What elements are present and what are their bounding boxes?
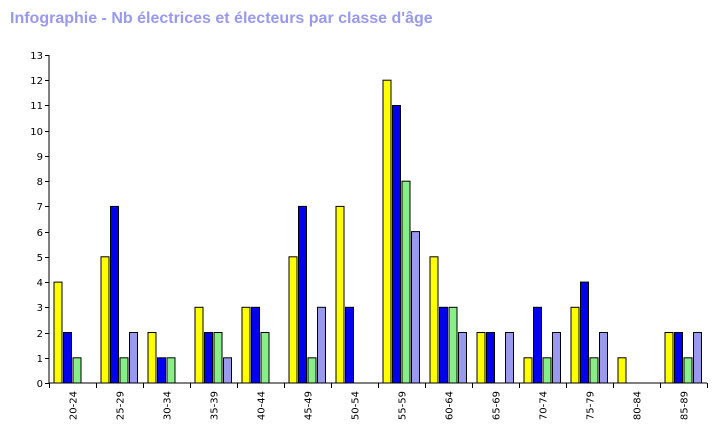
bar bbox=[100, 256, 110, 384]
bar bbox=[617, 357, 627, 384]
bar bbox=[129, 332, 138, 384]
y-tick-label: 1 bbox=[37, 354, 43, 365]
bar bbox=[448, 306, 458, 384]
x-category-label: 75-79 bbox=[586, 391, 597, 420]
bar bbox=[599, 332, 608, 384]
bar bbox=[110, 205, 119, 384]
bar bbox=[288, 256, 298, 384]
y-tick-label: 13 bbox=[30, 51, 43, 62]
bar bbox=[570, 306, 580, 384]
bar bbox=[693, 332, 702, 384]
y-tick-label: 0 bbox=[37, 379, 43, 390]
bar bbox=[589, 357, 599, 384]
x-category-label: 20-24 bbox=[69, 391, 80, 420]
y-tick-label: 11 bbox=[30, 101, 43, 112]
x-category-label: 60-64 bbox=[445, 391, 456, 420]
bar bbox=[119, 357, 129, 384]
chart-title: Infographie - Nb électrices et électeurs… bbox=[10, 10, 433, 27]
bar bbox=[298, 205, 307, 384]
bar bbox=[683, 357, 693, 384]
y-tick-label: 9 bbox=[37, 152, 43, 163]
x-category-label: 30-34 bbox=[163, 391, 174, 420]
bar bbox=[523, 357, 533, 384]
bar bbox=[664, 332, 674, 384]
bar bbox=[147, 332, 157, 384]
x-category-label: 55-59 bbox=[398, 391, 409, 420]
bar bbox=[401, 180, 411, 384]
x-category-label: 80-84 bbox=[633, 391, 644, 420]
bar bbox=[317, 306, 326, 384]
bar bbox=[53, 281, 63, 384]
bar bbox=[411, 231, 420, 384]
bar bbox=[204, 332, 213, 384]
bar bbox=[542, 357, 552, 384]
x-category-label: 85-89 bbox=[680, 391, 691, 420]
bar bbox=[194, 306, 204, 384]
y-tick-label: 2 bbox=[37, 329, 43, 340]
bar bbox=[157, 357, 166, 384]
x-category-label: 25-29 bbox=[116, 391, 127, 420]
y-tick-label: 8 bbox=[37, 177, 43, 188]
x-category-label: 65-69 bbox=[492, 391, 503, 420]
bar bbox=[241, 306, 251, 384]
bar bbox=[335, 205, 345, 384]
x-category-label: 45-49 bbox=[304, 391, 315, 420]
y-tick-label: 6 bbox=[37, 228, 43, 239]
bar bbox=[392, 105, 401, 384]
chart-axes bbox=[45, 55, 708, 388]
bar bbox=[552, 332, 561, 384]
bar bbox=[345, 306, 354, 384]
bar bbox=[382, 79, 392, 384]
bar bbox=[674, 332, 683, 384]
x-category-label: 35-39 bbox=[210, 391, 221, 420]
chart-bars bbox=[53, 79, 702, 384]
bar bbox=[505, 332, 514, 384]
bar bbox=[533, 306, 542, 384]
y-tick-label: 10 bbox=[30, 127, 43, 138]
y-tick-label: 7 bbox=[37, 202, 43, 213]
bar bbox=[260, 332, 270, 384]
y-tick-label: 12 bbox=[30, 76, 43, 87]
x-category-label: 40-44 bbox=[257, 391, 268, 420]
bar bbox=[580, 281, 589, 384]
bar bbox=[429, 256, 439, 384]
bar bbox=[166, 357, 176, 384]
y-tick-label: 3 bbox=[37, 303, 43, 314]
y-tick-label: 4 bbox=[37, 278, 43, 289]
bar bbox=[223, 357, 232, 384]
bar bbox=[458, 332, 467, 384]
x-category-label: 50-54 bbox=[351, 391, 362, 420]
bar bbox=[72, 357, 82, 384]
y-tick-label: 5 bbox=[37, 253, 43, 264]
bar bbox=[439, 306, 448, 384]
bar bbox=[213, 332, 223, 384]
bar bbox=[251, 306, 260, 384]
bar bbox=[307, 357, 317, 384]
bar bbox=[476, 332, 486, 384]
x-category-label: 70-74 bbox=[539, 391, 550, 420]
bar bbox=[486, 332, 495, 384]
bar bbox=[63, 332, 72, 384]
